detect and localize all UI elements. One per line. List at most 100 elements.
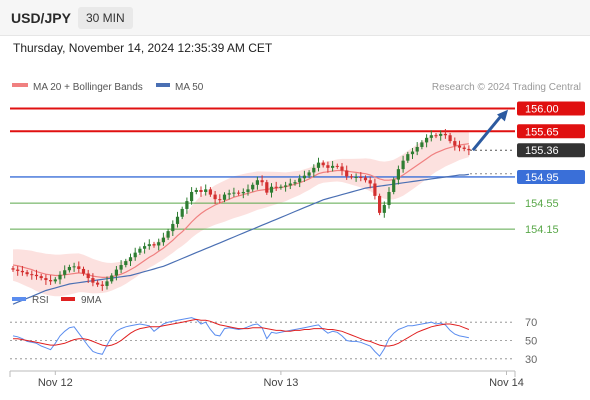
level-label-bg-resistance — [517, 124, 585, 139]
candle-body — [213, 194, 217, 200]
candle-body — [274, 186, 278, 188]
candle-body — [199, 190, 203, 192]
candle-body — [335, 165, 339, 167]
legend-rsi-label: RSI — [32, 295, 49, 306]
candle-body — [265, 182, 269, 193]
level-label-support: 154.95 — [525, 172, 559, 184]
candle-body — [382, 205, 386, 213]
candle-body — [316, 162, 321, 168]
candle-body — [124, 261, 128, 266]
candle-body — [326, 165, 330, 168]
candle-body — [279, 186, 283, 188]
candle-body — [255, 180, 259, 185]
level-label-current: 155.36 — [525, 145, 559, 157]
candle-body — [67, 266, 71, 271]
candle-body — [175, 216, 180, 224]
x-axis-label: Nov 14 — [489, 377, 524, 389]
candle-body — [218, 199, 222, 201]
candle-body — [39, 276, 43, 279]
candle-body — [237, 192, 241, 194]
legend-ma50-swatch — [156, 83, 170, 87]
legend-ma50-label: MA 50 — [175, 82, 204, 93]
candle-body — [114, 269, 118, 276]
candle-body — [72, 266, 76, 268]
candle-body — [77, 266, 81, 269]
candle-body — [91, 278, 95, 283]
candle-body — [387, 191, 391, 206]
candle-body — [110, 275, 114, 282]
candle-body — [288, 183, 292, 186]
candle-body — [143, 246, 147, 249]
candle-body — [251, 184, 255, 190]
candle-body — [396, 169, 400, 180]
candle-body — [410, 151, 415, 155]
candle-body — [152, 244, 156, 246]
candle-body — [439, 133, 443, 136]
candle-body — [368, 180, 372, 184]
candle-body — [443, 133, 447, 136]
candle-body — [406, 154, 410, 161]
candle-body — [44, 278, 48, 281]
legend-ma20-label: MA 20 + Bollinger Bands — [33, 82, 143, 93]
candle-body — [462, 147, 466, 149]
candle-body — [321, 162, 325, 166]
candle-body — [96, 282, 100, 285]
candle-body — [241, 191, 245, 194]
candle-body — [425, 137, 429, 143]
rsi-line — [12, 317, 470, 357]
candle-body — [166, 231, 170, 238]
candle-body — [128, 257, 133, 262]
candle-body — [11, 268, 15, 270]
candle-body — [222, 194, 227, 200]
timeframe-button[interactable]: 30 MIN — [78, 7, 133, 29]
legend-rsi-swatch — [12, 297, 26, 301]
credit-text: Research © 2024 Trading Central — [432, 82, 581, 93]
candle-body — [171, 223, 175, 232]
candle-body — [298, 178, 302, 183]
candle-body — [373, 183, 377, 196]
candle-body — [194, 190, 198, 192]
candle-body — [284, 185, 288, 187]
candle-body — [429, 135, 433, 138]
candle-body — [157, 242, 161, 246]
candle-body — [434, 135, 438, 137]
forecast-arrow-head — [496, 109, 508, 122]
candle-body — [415, 146, 419, 152]
candle-body — [161, 237, 165, 243]
rsi-tick-label: 30 — [525, 354, 537, 366]
candle-body — [204, 189, 208, 192]
candle-body — [246, 189, 250, 192]
x-axis-label: Nov 12 — [38, 377, 73, 389]
candle-body — [119, 265, 123, 270]
candle-body — [138, 248, 142, 253]
level-label-bg-current — [517, 143, 585, 158]
forecast-arrow-line — [471, 113, 504, 152]
candle-body — [16, 269, 20, 271]
candle-body — [349, 176, 353, 178]
candle-body — [457, 145, 462, 148]
candle-body — [30, 274, 34, 276]
candle-body — [147, 244, 151, 247]
candle-body — [63, 270, 67, 275]
candle-body — [20, 270, 24, 273]
level-label-bg-support — [517, 169, 585, 184]
legend-9ma-label: 9MA — [81, 295, 102, 306]
legend-ma20-swatch — [12, 83, 28, 87]
candle-body — [312, 167, 316, 173]
candle-body — [180, 208, 184, 217]
candle-body — [81, 268, 86, 274]
candle-body — [345, 170, 349, 177]
candle-body — [227, 193, 231, 195]
candle-body — [378, 195, 382, 213]
candle-body — [86, 273, 90, 279]
x-axis-label: Nov 13 — [263, 377, 298, 389]
timestamp: Thursday, November 14, 2024 12:35:39 AM … — [13, 41, 273, 55]
level-label-target: 154.55 — [525, 198, 559, 210]
level-label-target: 154.15 — [525, 224, 559, 236]
candle-body — [420, 142, 424, 147]
candle-body — [467, 148, 471, 151]
candle-body — [133, 252, 137, 258]
candle-body — [302, 175, 306, 179]
level-label-bg-resistance — [517, 101, 585, 116]
